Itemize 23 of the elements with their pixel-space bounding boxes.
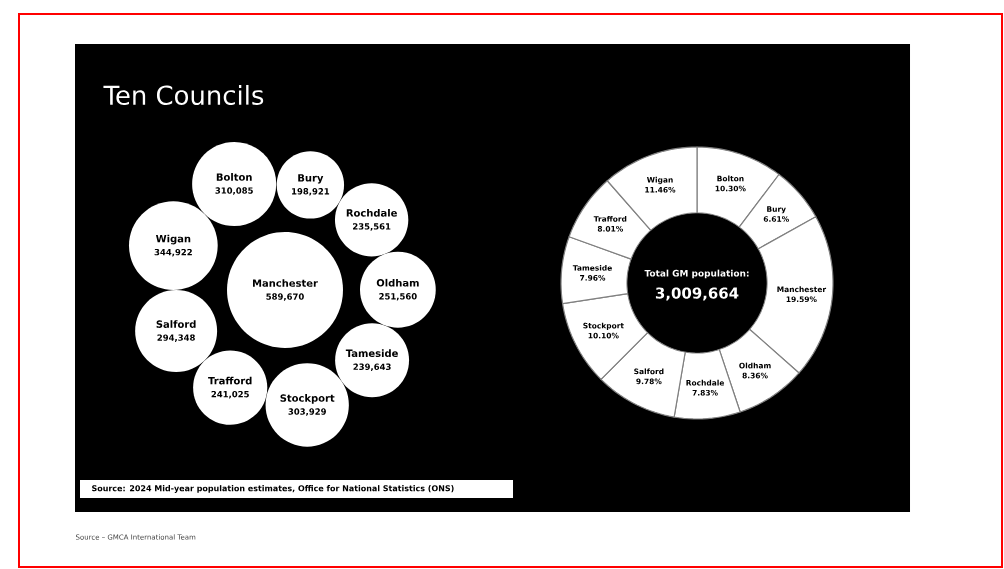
category-label: Wigan bbox=[155, 234, 191, 245]
text: 3,009,664 bbox=[655, 287, 739, 301]
category-label: Oldham bbox=[376, 278, 419, 287]
category-label: Rochdale bbox=[346, 208, 397, 217]
data-label: 251,560 bbox=[379, 293, 417, 301]
category-label: Bolton bbox=[216, 173, 252, 181]
data-label: 198,921 bbox=[292, 188, 330, 196]
data-label: 303,929 bbox=[288, 408, 326, 416]
category-label: Manchester bbox=[253, 279, 318, 287]
data-label: 589,670 bbox=[266, 293, 304, 301]
data-label: 294,348 bbox=[157, 334, 195, 342]
category-label: Trafford bbox=[208, 376, 252, 385]
category-label: Stockport bbox=[280, 394, 335, 404]
text: Total GM population: bbox=[644, 269, 749, 279]
text: Ten Councils bbox=[103, 84, 264, 106]
category-label: Tameside bbox=[345, 349, 398, 358]
category-label: Salford bbox=[156, 320, 196, 328]
data-label: 241,025 bbox=[211, 391, 249, 399]
category-label: Bury bbox=[298, 174, 324, 184]
data-label: 235,561 bbox=[353, 223, 391, 231]
data-label: 239,643 bbox=[353, 363, 391, 372]
data-label: 344,922 bbox=[154, 248, 192, 257]
data-label: 310,085 bbox=[215, 187, 253, 195]
